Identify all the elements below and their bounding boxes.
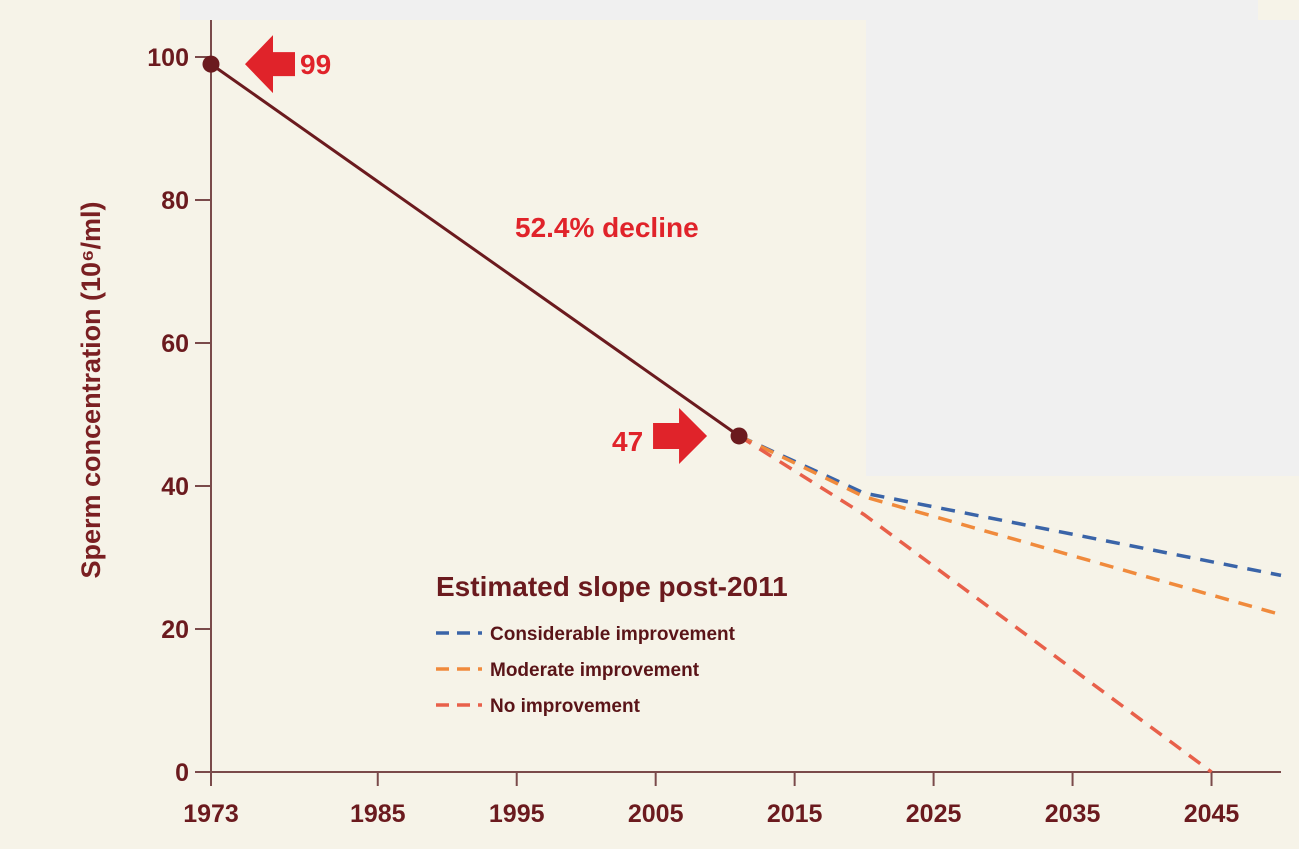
x-tick-label: 2035 bbox=[1045, 800, 1101, 828]
x-tick-label: 2025 bbox=[906, 800, 962, 828]
axes: 0 20 40 60 80 100 1973 1985 1995 2005 2015 2025 2035… bbox=[147, 20, 1281, 828]
y-tick-label: 20 bbox=[161, 616, 189, 644]
end-arrow bbox=[653, 407, 708, 464]
legend-label: Moderate improvement bbox=[490, 660, 700, 681]
end-value-label: 47 bbox=[612, 426, 643, 457]
legend-label: No improvement bbox=[490, 696, 641, 717]
x-tick-label: 2045 bbox=[1184, 800, 1240, 828]
legend-title: Estimated slope post-2011 bbox=[436, 571, 788, 602]
legend-label: Considerable improvement bbox=[490, 624, 736, 645]
decline-label: 52.4% decline bbox=[515, 212, 699, 243]
x-tick-label: 1973 bbox=[183, 800, 239, 828]
start-value-label: 99 bbox=[300, 49, 331, 80]
y-tick-label: 80 bbox=[161, 187, 189, 215]
right-overlay-panel bbox=[866, 20, 1299, 476]
observed-point bbox=[730, 427, 748, 445]
start-arrow bbox=[245, 35, 295, 94]
y-tick-label: 40 bbox=[161, 473, 189, 501]
x-tick-label: 2015 bbox=[767, 800, 823, 828]
series-layer bbox=[202, 35, 1282, 774]
projection-line bbox=[738, 434, 1282, 578]
y-tick-label: 0 bbox=[175, 759, 189, 787]
x-tick-label: 1985 bbox=[350, 800, 406, 828]
y-tick-label: 100 bbox=[147, 44, 189, 72]
y-tick-label: 60 bbox=[161, 330, 189, 358]
top-overlay-band bbox=[180, 0, 1258, 20]
x-tick-label: 2005 bbox=[628, 800, 684, 828]
x-tick-label: 1995 bbox=[489, 800, 545, 828]
observed-point bbox=[202, 55, 220, 73]
legend: Estimated slope post-2011 Considerable i… bbox=[436, 571, 788, 717]
annotations: 99 47 52.4% decline bbox=[300, 49, 699, 457]
observed-line bbox=[210, 62, 740, 438]
projection-line bbox=[738, 434, 1213, 774]
y-axis-label: Sperm concentration (10⁶/ml) bbox=[76, 201, 106, 578]
